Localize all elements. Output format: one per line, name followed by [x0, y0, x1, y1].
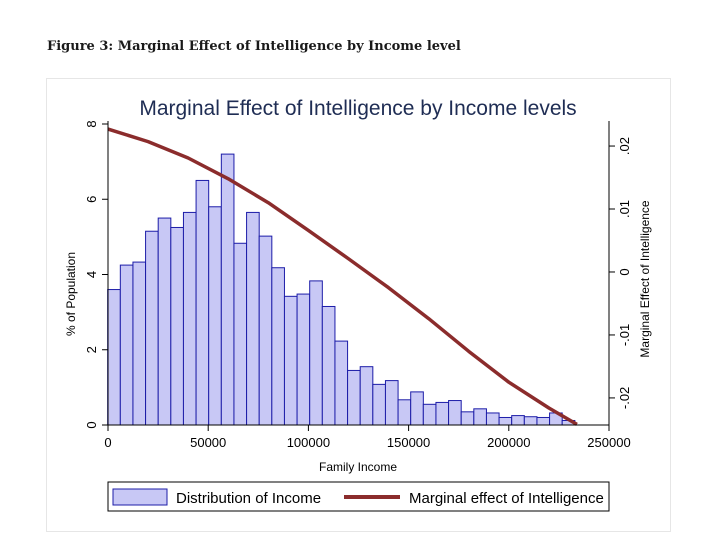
- y2-tick-label: -.01: [617, 324, 632, 346]
- bar: [347, 369, 361, 426]
- y2-tick-label: .01: [617, 200, 632, 218]
- bar: [372, 383, 386, 426]
- legend-label-line: Marginal effect of Intelligence: [409, 490, 604, 507]
- bar: [170, 226, 184, 426]
- bar: [258, 235, 273, 426]
- bar: [460, 411, 475, 426]
- y-tick-label: 4: [84, 271, 99, 278]
- bar: [132, 261, 147, 426]
- chart-title: Marginal Effect of Intelligence by Incom…: [139, 97, 576, 120]
- axes-group: 0 2 4 6 8 -.02 -.01 0 .01 .02 0 50000 100000 150000 20…: [84, 120, 632, 450]
- y-tick-label: 2: [84, 346, 99, 353]
- bar: [296, 293, 311, 426]
- y-tick-label: 8: [84, 120, 99, 127]
- legend-swatch-bars: [112, 488, 168, 506]
- y-axis-label: % of Population: [64, 252, 78, 336]
- x-tick-label: 50000: [190, 435, 226, 450]
- bar: [410, 391, 424, 426]
- bar: [309, 280, 323, 426]
- bar: [233, 242, 248, 426]
- bar: [485, 412, 500, 426]
- bar: [359, 366, 374, 426]
- bar: [435, 401, 450, 426]
- bar: [511, 415, 525, 426]
- bar: [182, 211, 197, 426]
- x-tick-label: 200000: [487, 435, 530, 450]
- bar: [334, 340, 349, 426]
- bar: [523, 416, 538, 426]
- bar: [246, 211, 260, 426]
- bar: [157, 217, 172, 426]
- bar: [473, 408, 487, 426]
- bar: [283, 295, 298, 426]
- bars-group: [107, 153, 576, 426]
- x-tick-label: 250000: [587, 435, 630, 450]
- x-tick-label: 100000: [287, 435, 330, 450]
- bar: [195, 179, 210, 426]
- x-tick-label: 150000: [387, 435, 430, 450]
- bar: [397, 399, 412, 426]
- y2-tick-label: .02: [617, 137, 632, 155]
- x-axis-label: Family Income: [319, 460, 397, 474]
- legend: Distribution of Income Marginal effect o…: [107, 481, 610, 512]
- x-tick-label: 0: [104, 435, 111, 450]
- bar: [321, 305, 336, 426]
- y-tick-label: 0: [84, 421, 99, 428]
- bar: [384, 380, 399, 426]
- line-group: [107, 127, 578, 426]
- bar: [220, 153, 235, 426]
- bar: [536, 416, 551, 426]
- bar: [422, 403, 437, 426]
- bar: [119, 264, 134, 426]
- y2-tick-label: -.02: [617, 387, 632, 409]
- figure-frame: Marginal Effect of Intelligence by Incom…: [46, 78, 671, 532]
- y2-axis-label: Marginal Effect of Intelligence: [638, 200, 652, 358]
- bar: [271, 267, 285, 426]
- marginal-effect-line: [107, 127, 578, 426]
- bar: [208, 206, 222, 426]
- bar: [448, 400, 462, 426]
- chart: Marginal Effect of Intelligence by Incom…: [64, 97, 652, 512]
- y-tick-label: 6: [84, 196, 99, 203]
- bar: [498, 416, 513, 426]
- y2-tick-label: 0: [617, 268, 632, 275]
- bar: [145, 230, 159, 426]
- figure-caption: Figure 3: Marginal Effect of Intelligenc…: [47, 39, 461, 54]
- bar: [107, 289, 121, 426]
- legend-label-bars: Distribution of Income: [176, 490, 321, 507]
